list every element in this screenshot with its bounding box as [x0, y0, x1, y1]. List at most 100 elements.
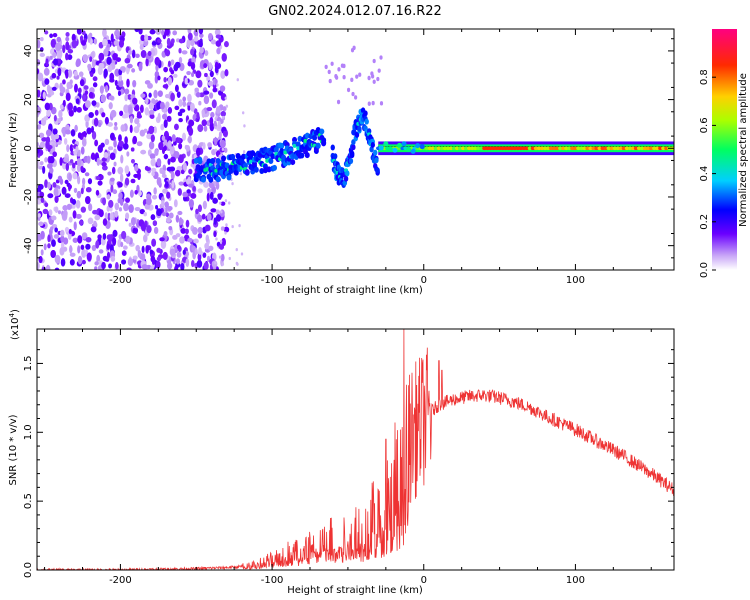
spectrogram-noise-cell — [44, 30, 49, 35]
spectrogram-noise-cell — [187, 93, 192, 103]
spectrogram-noise-cell — [48, 209, 53, 216]
spectrogram-noise-cell — [169, 146, 175, 152]
spectrogram-band-peak — [214, 168, 219, 173]
spectrogram-noise-cell — [163, 130, 170, 140]
spectrogram-noise-cell — [117, 181, 123, 188]
spectrogram-noise-cell — [101, 157, 107, 162]
spectrogram-noise-cell — [170, 38, 175, 44]
spectrogram-noise-cell — [173, 150, 180, 159]
spectrogram-noise-cell — [174, 61, 181, 69]
spectrogram-noise-cell — [193, 35, 199, 42]
spectrogram-noise-cell — [210, 111, 215, 118]
spectrogram-noise-cell — [178, 38, 184, 44]
spectrogram-noise-cell — [161, 29, 165, 36]
spectrogram-noise-cell — [65, 162, 70, 172]
spectrogram-noise-cell — [203, 63, 208, 69]
spectrogram-band-cell — [396, 142, 402, 148]
spectrogram-noise-cell — [162, 84, 169, 89]
spectrogram-noise-cell — [84, 90, 89, 95]
spectrogram-band-cell — [457, 146, 463, 151]
spectrogram-noise-cell — [64, 129, 71, 135]
spectrogram-noise-cell — [55, 42, 61, 52]
spectrogram-noise-cell — [185, 145, 191, 152]
spectrogram-noise-cell — [121, 230, 127, 240]
spectrogram-noise-cell — [59, 104, 64, 110]
spectrogram-noise-cell — [72, 162, 76, 169]
spectrogram-y-tick-label: -40 — [23, 237, 34, 253]
spectrogram-noise-cell — [204, 50, 209, 56]
spectrogram-noise-cell — [110, 109, 117, 118]
spectrogram-noise-cell — [171, 179, 175, 189]
spectrogram-noise-cell — [133, 126, 140, 134]
spectrogram-band-cell — [268, 158, 274, 165]
spectrogram-noise-cell — [91, 130, 97, 140]
spectrogram-noise-cell — [46, 109, 51, 118]
spectrogram-noise-cell — [67, 49, 74, 54]
spectrogram-noise-cell — [70, 129, 76, 137]
spectrogram-noise-cell — [94, 214, 101, 221]
spectrogram-noise-cell — [82, 54, 88, 63]
spectrogram-noise-cell — [56, 36, 62, 43]
spectrogram-noise-cell — [148, 92, 152, 98]
spectrogram-noise-cell — [76, 158, 82, 167]
spectrogram-noise-cell — [44, 102, 51, 111]
spectrogram-noise-cell — [129, 124, 133, 134]
spectrogram-band-cell — [445, 146, 451, 151]
spectrogram-noise-cell — [121, 259, 127, 265]
spectrogram-noise-cell — [222, 130, 228, 137]
spectrogram-band-cell — [533, 146, 539, 151]
spectrogram-noise-cell — [208, 32, 213, 41]
spectrogram-noise-cell — [145, 166, 151, 172]
spectrogram-noise-cell — [90, 226, 97, 233]
spectrogram-band-cell — [210, 157, 216, 164]
spectrogram-x-tick-label: 0 — [421, 275, 427, 286]
spectrogram-noise-cell — [154, 148, 159, 156]
spectrogram-noise-cell — [219, 239, 223, 243]
spectrogram-noise-cell — [140, 34, 146, 41]
spectrogram-noise-cell — [217, 193, 222, 201]
spectrogram-noise-cell — [37, 262, 40, 270]
spectrogram-noise-cell — [224, 96, 227, 100]
spectrogram-noise-cell — [59, 229, 65, 237]
spectrogram-noise-cell — [126, 63, 133, 69]
spectrogram-band-cell — [221, 155, 227, 162]
spectrogram-noise-cell — [95, 175, 101, 181]
spectrogram-noise-cell — [85, 243, 91, 250]
spectrogram-noise-cell — [37, 213, 41, 218]
spectrogram-noise-cell — [86, 252, 92, 262]
spectrogram-noise-cell — [68, 109, 74, 117]
spectrogram-noise-cell — [51, 239, 56, 247]
spectrogram-noise-cell — [223, 226, 230, 233]
spectrogram-noise-cell — [148, 141, 155, 150]
spectrogram-noise-cell — [93, 38, 98, 45]
spectrogram-noise-cell — [151, 258, 156, 265]
spectrogram-noise-cell — [44, 157, 48, 163]
spectrogram-noise-cell — [221, 115, 225, 120]
spectrogram-noise-cell — [69, 144, 74, 153]
spectrogram-noise-cell — [242, 150, 246, 154]
spectrogram-noise-cell — [155, 260, 161, 269]
spectrogram-noise-cell — [49, 55, 53, 60]
spectrogram-frame — [36, 28, 675, 271]
spectrogram-band-cell — [430, 146, 436, 151]
spectrogram-noise-cell — [191, 72, 195, 78]
spectrogram-noise-cell — [367, 101, 371, 106]
spectrogram-noise-cell — [153, 126, 157, 134]
spectrogram-noise-cell — [188, 168, 193, 175]
spectrogram-noise-cell — [65, 92, 71, 102]
spectrogram-band-cell — [642, 146, 648, 151]
spectrogram-noise-cell — [132, 227, 137, 234]
spectrogram-noise-cell — [69, 252, 76, 257]
spectrogram-noise-cell — [65, 41, 70, 51]
spectrogram-band-cell — [451, 146, 457, 151]
spectrogram-band-cell — [460, 146, 466, 151]
spectrogram-noise-cell — [172, 73, 178, 78]
spectrogram-noise-cell — [204, 224, 211, 232]
spectrogram-noise-cell — [163, 66, 169, 73]
spectrogram-band-cell — [615, 146, 621, 151]
spectrogram-noise-cell — [121, 114, 128, 119]
spectrogram-noise-cell — [128, 106, 133, 115]
spectrogram-noise-cell — [37, 183, 44, 190]
spectrogram-noise-cell — [188, 119, 195, 127]
spectrogram-noise-cell — [42, 165, 46, 174]
